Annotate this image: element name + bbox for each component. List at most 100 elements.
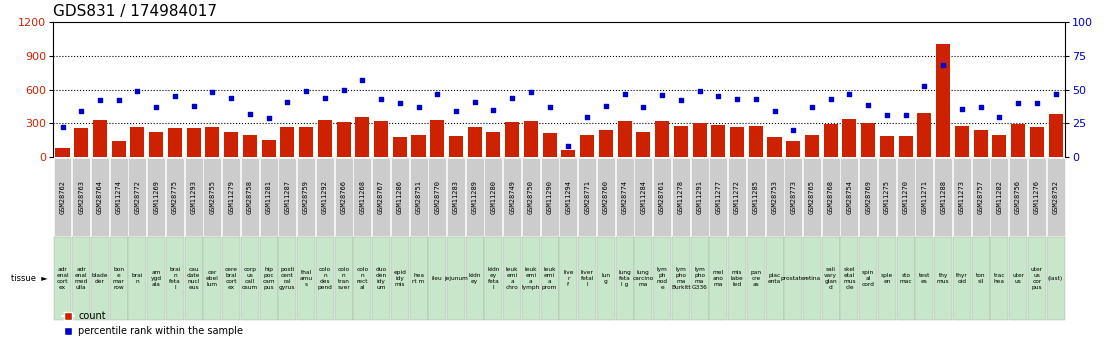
Point [166, 93, 184, 99]
Bar [486, 132, 500, 157]
Bar [224, 132, 238, 157]
Bar [53, 158, 72, 236]
Text: GSM28756: GSM28756 [1015, 180, 1021, 214]
Bar [580, 135, 594, 157]
Point [728, 96, 746, 102]
Bar [897, 237, 914, 320]
Text: brai
n
feta
l: brai n feta l [169, 267, 180, 290]
Text: GSM11291: GSM11291 [696, 180, 703, 214]
Bar [655, 121, 669, 157]
Text: skel
etal
mus
cle: skel etal mus cle [844, 267, 856, 290]
Bar [206, 127, 219, 157]
Bar [393, 137, 406, 157]
Point [523, 90, 540, 95]
Point [991, 114, 1008, 119]
Bar [410, 158, 427, 236]
Bar [599, 130, 613, 157]
Text: GSM28750: GSM28750 [528, 180, 534, 214]
Bar [953, 158, 971, 236]
Text: GSM11269: GSM11269 [153, 180, 159, 214]
Bar [991, 158, 1008, 236]
Bar [1027, 237, 1046, 320]
Bar [74, 128, 89, 157]
Text: live
r
f: live r f [563, 270, 573, 287]
Bar [53, 237, 72, 320]
Point [597, 103, 614, 109]
Bar [991, 237, 1008, 320]
Bar [391, 237, 408, 320]
Bar [166, 237, 184, 320]
Bar [334, 158, 352, 236]
Point [972, 105, 990, 110]
Bar [505, 122, 519, 157]
Bar [334, 237, 352, 320]
Bar [112, 141, 126, 157]
Bar [992, 135, 1006, 157]
Bar [391, 158, 408, 236]
Bar [784, 158, 803, 236]
Bar [1010, 237, 1027, 320]
Point [859, 102, 877, 107]
Text: duo
den
idy
um: duo den idy um [375, 267, 386, 290]
Bar [728, 158, 746, 236]
Bar [710, 237, 727, 320]
Text: tissue  ►: tissue ► [11, 274, 48, 283]
Bar [299, 127, 313, 157]
Text: colo
n
des
pend: colo n des pend [318, 267, 332, 290]
Text: GSM11289: GSM11289 [472, 180, 478, 214]
Point [334, 87, 352, 92]
Point [691, 88, 708, 94]
Bar [859, 237, 877, 320]
Bar [561, 150, 576, 157]
Bar [653, 237, 671, 320]
Point [353, 78, 371, 83]
Text: kidn
ey: kidn ey [468, 273, 480, 284]
Text: thyr
oid: thyr oid [956, 273, 968, 284]
Bar [353, 158, 371, 236]
Bar [597, 158, 614, 236]
Bar [559, 237, 578, 320]
Text: prostate: prostate [780, 276, 806, 281]
Bar [747, 158, 765, 236]
Text: GSM11280: GSM11280 [490, 180, 496, 214]
Bar [821, 237, 840, 320]
Text: kidn
ey
feta
l: kidn ey feta l [487, 267, 499, 290]
Bar [712, 125, 725, 157]
Text: GSM28768: GSM28768 [828, 180, 834, 214]
Text: GSM28763: GSM28763 [79, 180, 84, 214]
Bar [297, 237, 315, 320]
Text: GSM28767: GSM28767 [377, 180, 384, 214]
Bar [710, 158, 727, 236]
Text: GSM28774: GSM28774 [622, 180, 628, 214]
Bar [318, 120, 332, 157]
Bar [674, 126, 687, 157]
Bar [1011, 125, 1025, 157]
Bar [431, 120, 444, 157]
Bar [485, 158, 503, 236]
Point [934, 63, 952, 68]
Bar [337, 122, 351, 157]
Point [766, 108, 784, 114]
Point [878, 112, 896, 118]
Bar [466, 237, 484, 320]
Bar [223, 158, 240, 236]
Text: GSM11281: GSM11281 [266, 180, 271, 214]
Text: lym
ph
nod
e: lym ph nod e [656, 267, 668, 290]
Point [241, 111, 259, 117]
Bar [540, 237, 559, 320]
Point [803, 105, 820, 110]
Text: colo
n
tran
sver: colo n tran sver [338, 267, 350, 290]
Text: leuk
emi
a
lymph: leuk emi a lymph [521, 267, 540, 290]
Bar [504, 158, 521, 236]
Text: bon
e
mar
row: bon e mar row [113, 267, 125, 290]
Bar [128, 237, 146, 320]
Bar [1030, 127, 1044, 157]
Point [372, 96, 390, 102]
Point [297, 88, 314, 94]
Text: GSM11294: GSM11294 [566, 180, 571, 214]
Point [428, 91, 446, 97]
Point [185, 103, 203, 109]
Text: spin
al
cord: spin al cord [861, 270, 875, 287]
Text: sto
mac: sto mac [899, 273, 912, 284]
Bar [185, 158, 203, 236]
